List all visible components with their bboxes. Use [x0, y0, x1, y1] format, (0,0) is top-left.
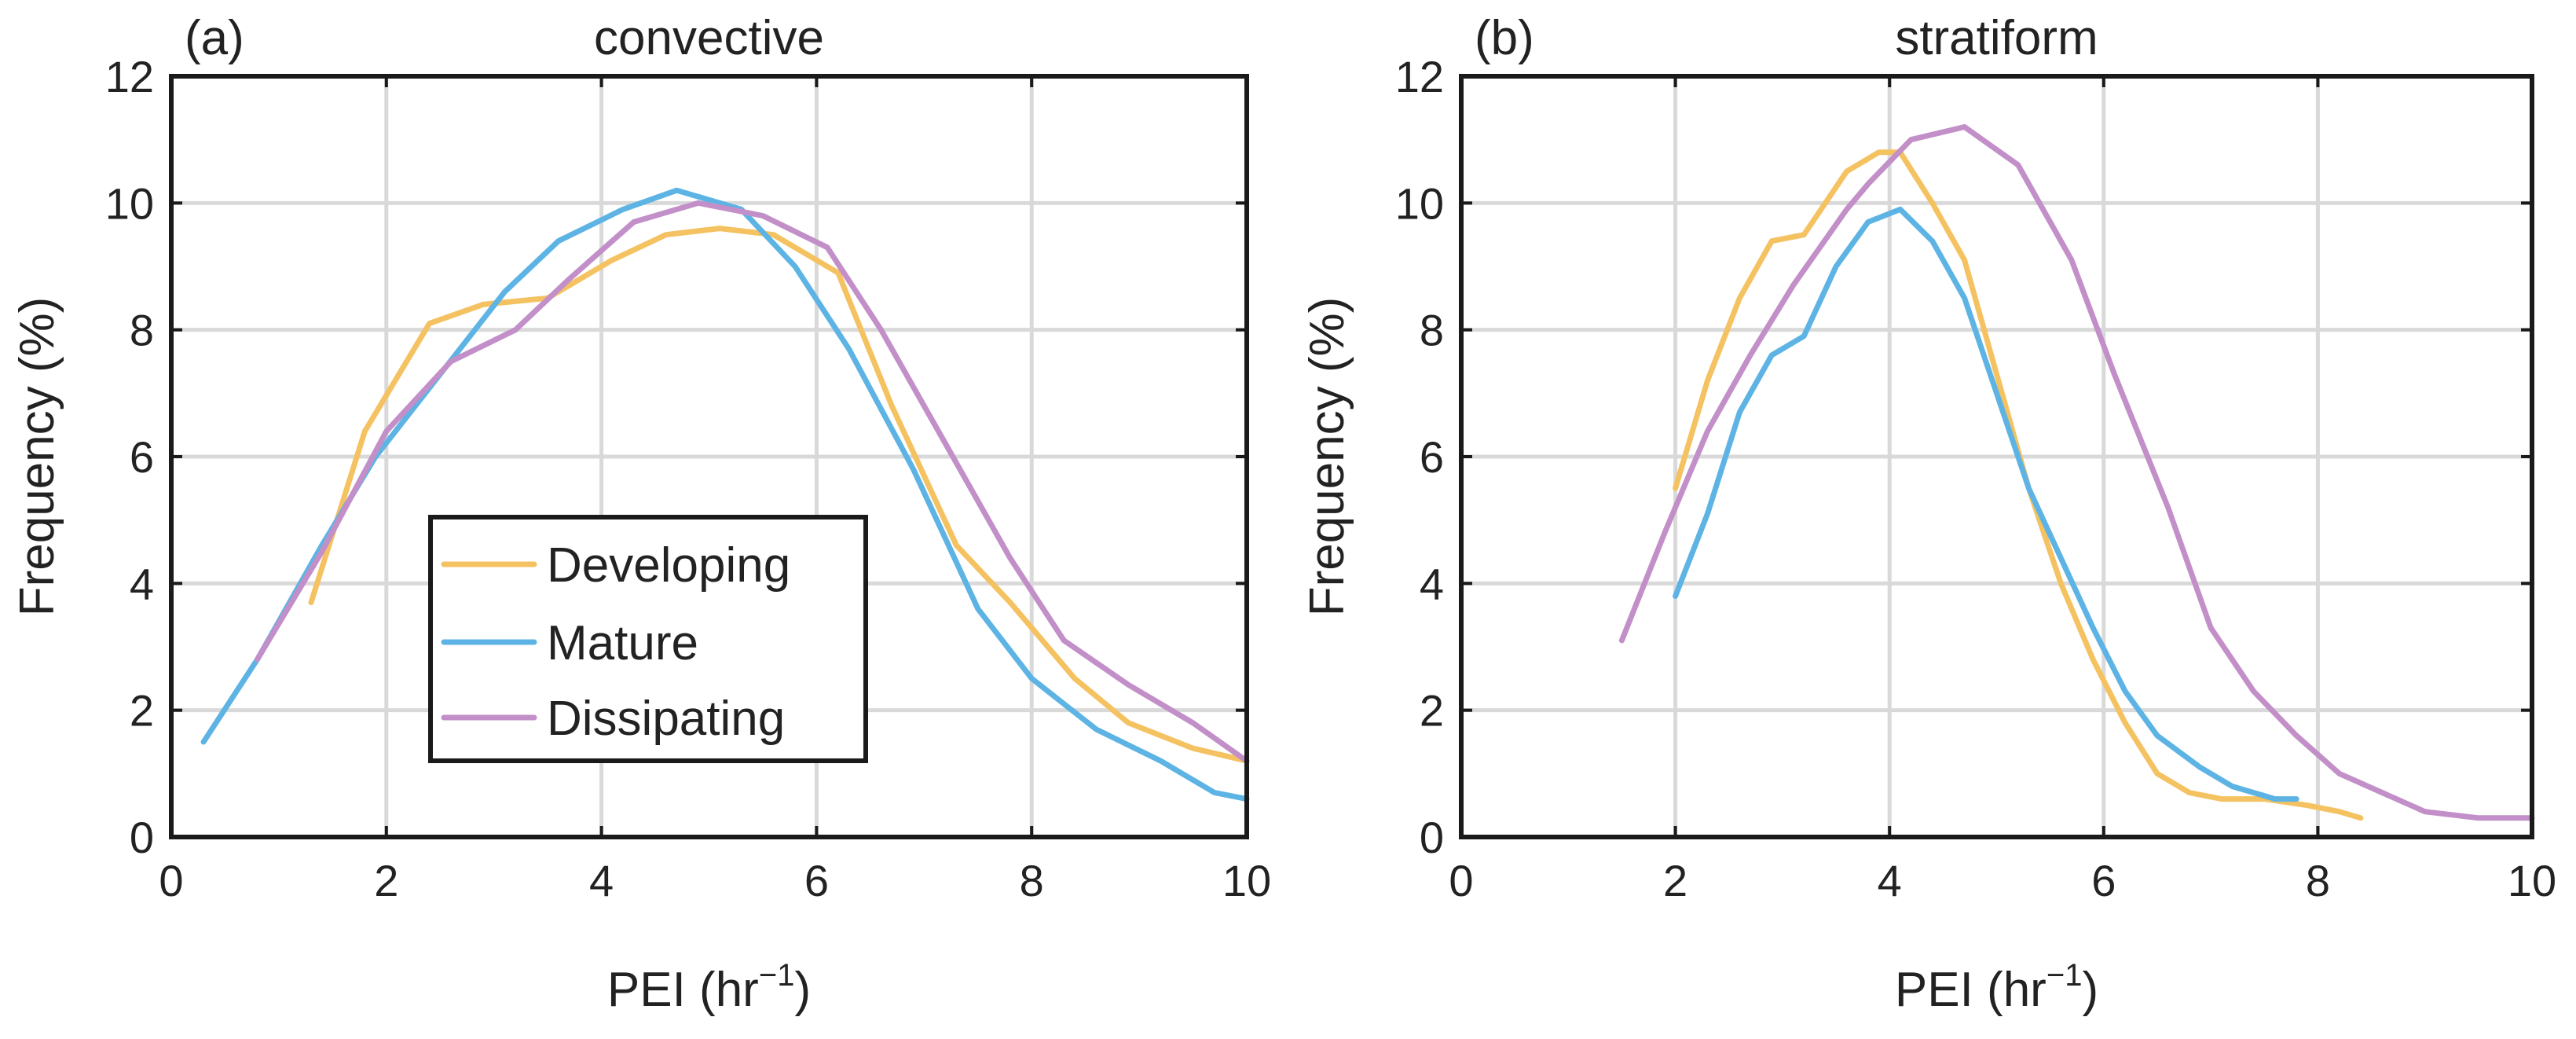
- x-tick-label: 10: [1222, 856, 1271, 905]
- gridlines: [1459, 74, 2534, 839]
- x-tick-label: 8: [2306, 856, 2330, 905]
- y-tick-label: 12: [105, 52, 154, 101]
- series-line-dissipating: [255, 200, 1250, 764]
- panel-convective: 0 2 4 6 8 10 0 2 4 6 8 10 12 (a) convective Frequenc…: [10, 11, 1271, 1017]
- y-tick-label: 10: [1395, 178, 1444, 228]
- y-tick-label: 2: [130, 686, 154, 736]
- legend-label-mature: Mature: [547, 616, 698, 670]
- legend-box: [428, 515, 868, 763]
- series-group: [200, 187, 1250, 802]
- y-tick-label: 12: [1395, 52, 1444, 101]
- panel-stratiform: 0 2 4 6 8 10 0 2 4 6 8 10 12 (b) stratiform Frequenc…: [1300, 11, 2556, 1017]
- ticks: 0 2 4 6 8 10 0 2 4 6 8 10 12: [105, 52, 1271, 905]
- legend-label-developing: Developing: [547, 538, 790, 593]
- series-line-developing: [308, 226, 1250, 764]
- y-tick-label: 10: [105, 178, 154, 228]
- panel-tag: (b): [1475, 11, 1534, 65]
- series-group: [1618, 124, 2535, 821]
- ticks: 0 2 4 6 8 10 0 2 4 6 8 10 12: [1395, 52, 2556, 905]
- x-axis-label: PEI (hr−1): [607, 958, 811, 1017]
- y-tick-label: 8: [1420, 306, 1444, 355]
- x-tick-label: 10: [2508, 856, 2556, 905]
- x-axis-label-superscript: −1: [2047, 958, 2083, 993]
- x-tick-label: 0: [1449, 856, 1473, 905]
- y-tick-label: 2: [1420, 686, 1444, 736]
- y-tick-label: 4: [1420, 559, 1444, 608]
- x-tick-label: 2: [374, 856, 398, 905]
- y-axis-label: Frequency (%): [1300, 297, 1354, 617]
- x-axis-label-superscript: −1: [759, 958, 795, 993]
- x-tick-label: 4: [589, 856, 614, 905]
- y-tick-label: 8: [130, 306, 154, 355]
- chart-title: stratiform: [1895, 11, 2098, 65]
- panel-tag: (a): [185, 11, 244, 65]
- x-tick-label: 0: [159, 856, 183, 905]
- legend-label-dissipating: Dissipating: [547, 692, 785, 746]
- x-tick-label: 2: [1663, 856, 1687, 905]
- x-axis-label-main: PEI (hr: [1895, 963, 2047, 1017]
- series-line-dissipating: [1618, 124, 2535, 821]
- series-line-developing: [1673, 149, 2364, 821]
- x-tick-label: 6: [804, 856, 829, 905]
- y-tick-label: 0: [1420, 813, 1444, 862]
- x-axis-label: PEI (hr−1): [1895, 958, 2098, 1017]
- legend: Developing Mature Dissipating: [428, 515, 868, 763]
- x-axis-label-close: ): [794, 963, 811, 1017]
- series-line-mature: [1673, 206, 2299, 802]
- x-axis-label-close: ): [2082, 963, 2098, 1017]
- y-tick-label: 6: [130, 432, 154, 482]
- y-axis-label: Frequency (%): [10, 297, 64, 617]
- chart-title: convective: [594, 11, 824, 65]
- y-tick-label: 6: [1420, 432, 1444, 482]
- x-tick-label: 4: [1878, 856, 1902, 905]
- x-tick-label: 8: [1020, 856, 1044, 905]
- x-tick-label: 6: [2091, 856, 2116, 905]
- y-tick-label: 4: [130, 559, 154, 608]
- y-tick-label: 0: [130, 813, 154, 862]
- x-axis-label-main: PEI (hr: [607, 963, 759, 1017]
